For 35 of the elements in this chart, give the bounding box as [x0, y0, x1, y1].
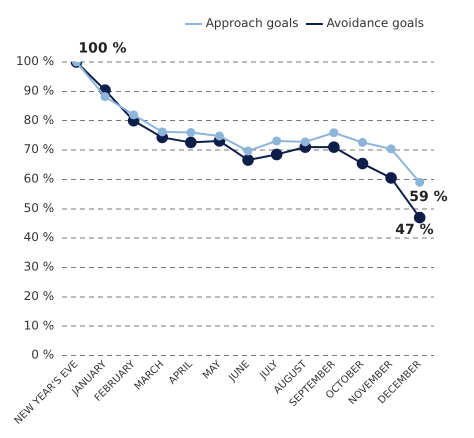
point [129, 110, 138, 120]
point [300, 137, 310, 146]
y-tick-label: 50 % [24, 200, 54, 215]
point [415, 178, 424, 187]
legend-label: Approach goals [206, 16, 298, 30]
y-tick-label: 0 % [31, 348, 54, 362]
point [272, 136, 282, 146]
legend-label: Avoidance goals [326, 16, 424, 30]
point [244, 146, 253, 156]
point [270, 148, 282, 160]
y-tick-label: 90 % [24, 83, 54, 98]
point [100, 92, 110, 102]
y-tick-label: 30 % [24, 260, 54, 274]
point [414, 212, 426, 224]
point [356, 158, 368, 170]
y-tick-label: 100 % [16, 54, 54, 68]
y-tick-label: 80 % [24, 112, 54, 127]
y-tick-label: 70 % [24, 142, 54, 156]
point [186, 128, 196, 137]
y-tick-label: 60 % [24, 172, 54, 186]
point [214, 131, 224, 140]
point [385, 172, 397, 184]
point [242, 154, 254, 166]
point [358, 138, 367, 147]
y-tick-label: 20 % [24, 288, 54, 303]
annotation: 59 % [409, 188, 448, 205]
annotation: 100 % [78, 40, 127, 57]
y-tick-label: 10 % [24, 318, 54, 332]
point [329, 128, 338, 138]
point [185, 136, 197, 148]
point [328, 141, 340, 153]
point [158, 127, 167, 136]
point [386, 144, 396, 154]
y-tick-label: 40 % [24, 230, 54, 244]
annotation: 47 % [395, 222, 434, 238]
